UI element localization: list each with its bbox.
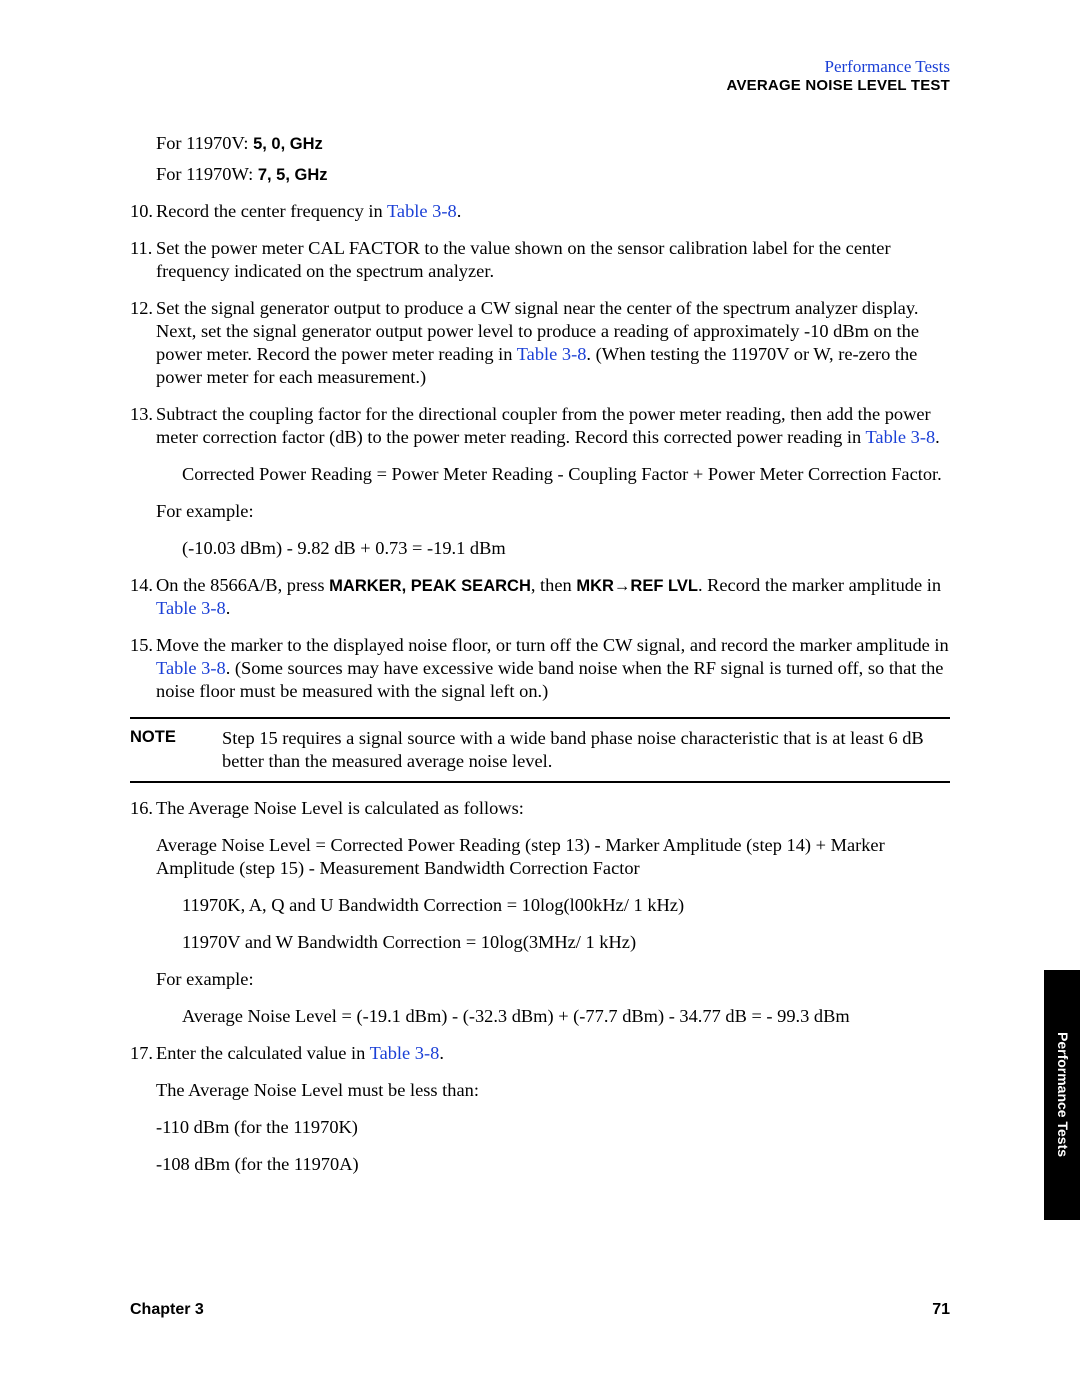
text: . xyxy=(457,201,462,221)
note-text: Step 15 requires a signal source with a … xyxy=(222,727,950,773)
note-rule-bottom xyxy=(130,781,950,783)
text: . (Some sources may have excessive wide … xyxy=(156,658,943,701)
table-link[interactable]: Table 3-8 xyxy=(517,344,587,364)
intro-w-prefix: For 11970W: xyxy=(156,164,258,184)
step-body: The Average Noise Level is calculated as… xyxy=(156,797,950,1028)
step-14: 14. On the 8566A/B, press MARKER, PEAK S… xyxy=(130,574,950,620)
intro-text: The Average Noise Level is calculated as… xyxy=(156,797,950,820)
text: Enter the calculated value in Table 3-8. xyxy=(156,1042,950,1065)
step-12: 12. Set the signal generator output to p… xyxy=(130,297,950,389)
step-number: 12. xyxy=(130,297,156,389)
step-number: 13. xyxy=(130,403,156,560)
table-link[interactable]: Table 3-8 xyxy=(156,658,226,678)
text: . xyxy=(439,1043,444,1063)
bandwidth-correction-1: 11970K, A, Q and U Bandwidth Correction … xyxy=(182,894,950,917)
step-number: 16. xyxy=(130,797,156,1028)
step-body: Set the signal generator output to produ… xyxy=(156,297,950,389)
note-block: NOTE Step 15 requires a signal source wi… xyxy=(130,727,950,773)
step-number: 14. xyxy=(130,574,156,620)
key-sequence: MARKER, PEAK SEARCH xyxy=(329,577,531,595)
step-10: 10. Record the center frequency in Table… xyxy=(130,200,950,223)
intro-w-value: 7, 5, GHz xyxy=(258,166,328,184)
spec-value: -110 dBm (for the 11970K) xyxy=(156,1116,950,1139)
text: On the 8566A/B, press xyxy=(156,575,329,595)
step-13: 13. Subtract the coupling factor for the… xyxy=(130,403,950,560)
step-number: 10. xyxy=(130,200,156,223)
step-17: 17. Enter the calculated value in Table … xyxy=(130,1042,950,1176)
table-link[interactable]: Table 3-8 xyxy=(387,201,457,221)
text: Subtract the coupling factor for the dir… xyxy=(156,403,950,449)
page-footer: Chapter 3 71 xyxy=(130,1300,950,1320)
step-number: 11. xyxy=(130,237,156,283)
step-body: Set the power meter CAL FACTOR to the va… xyxy=(156,237,950,283)
intro-v-prefix: For 11970V: xyxy=(156,133,253,153)
text: Move the marker to the displayed noise f… xyxy=(156,635,949,655)
page-header: Performance Tests AVERAGE NOISE LEVEL TE… xyxy=(130,56,950,96)
table-link[interactable]: Table 3-8 xyxy=(865,427,935,447)
text: , then xyxy=(531,575,576,595)
step-body: On the 8566A/B, press MARKER, PEAK SEARC… xyxy=(156,574,950,620)
note-label: NOTE xyxy=(130,727,222,773)
for-example-label: For example: xyxy=(156,500,950,523)
step-body: Record the center frequency in Table 3-8… xyxy=(156,200,950,223)
spec-value: -108 dBm (for the 11970A) xyxy=(156,1153,950,1176)
intro-v-value: 5, 0, GHz xyxy=(253,135,323,153)
step-body: Enter the calculated value in Table 3-8.… xyxy=(156,1042,950,1176)
bandwidth-correction-2: 11970V and W Bandwidth Correction = 10lo… xyxy=(182,931,950,954)
text: Enter the calculated value in xyxy=(156,1043,370,1063)
example-calc: Average Noise Level = (-19.1 dBm) - (-32… xyxy=(182,1005,950,1028)
table-link[interactable]: Table 3-8 xyxy=(156,598,226,618)
step-number: 15. xyxy=(130,634,156,703)
intro-line-w: For 11970W: 7, 5, GHz xyxy=(156,163,950,186)
table-link[interactable]: Table 3-8 xyxy=(370,1043,440,1063)
example-calc: (-10.03 dBm) - 9.82 dB + 0.73 = -19.1 dB… xyxy=(182,537,950,560)
step-body: Move the marker to the displayed noise f… xyxy=(156,634,950,703)
side-tab: Performance Tests xyxy=(1044,970,1080,1220)
text: . Record the marker amplitude in xyxy=(698,575,941,595)
text: . xyxy=(226,598,231,618)
header-section: AVERAGE NOISE LEVEL TEST xyxy=(130,77,950,96)
header-category: Performance Tests xyxy=(130,56,950,77)
chapter-label: Chapter 3 xyxy=(130,1300,204,1320)
text: Record the center frequency in xyxy=(156,201,387,221)
equation: Average Noise Level = Corrected Power Re… xyxy=(156,834,950,880)
spec-intro: The Average Noise Level must be less tha… xyxy=(156,1079,950,1102)
page-number: 71 xyxy=(932,1300,950,1320)
text: Subtract the coupling factor for the dir… xyxy=(156,404,931,447)
step-body: Subtract the coupling factor for the dir… xyxy=(156,403,950,560)
formula: Corrected Power Reading = Power Meter Re… xyxy=(182,463,950,486)
step-number: 17. xyxy=(130,1042,156,1176)
key-sequence: MKR→REF LVL xyxy=(576,577,698,595)
note-rule-top xyxy=(130,717,950,719)
for-example-label: For example: xyxy=(156,968,950,991)
step-16: 16. The Average Noise Level is calculate… xyxy=(130,797,950,1028)
intro-line-v: For 11970V: 5, 0, GHz xyxy=(156,132,950,155)
page-content: Performance Tests AVERAGE NOISE LEVEL TE… xyxy=(130,56,950,1176)
step-15: 15. Move the marker to the displayed noi… xyxy=(130,634,950,703)
text: . xyxy=(935,427,940,447)
step-11: 11. Set the power meter CAL FACTOR to th… xyxy=(130,237,950,283)
